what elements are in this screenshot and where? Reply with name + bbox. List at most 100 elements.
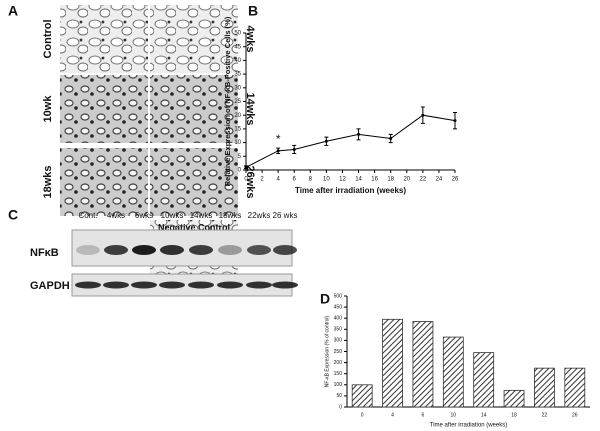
y-tick-label: 40: [234, 58, 241, 64]
point: [357, 132, 361, 136]
band: [217, 281, 243, 289]
micrograph: [150, 75, 238, 143]
x-tick-label: 16: [371, 177, 378, 183]
x-tick-label: 12: [339, 177, 346, 183]
x-tick-label: 8: [309, 177, 313, 183]
x-axis-label: Time after irradiation (weeks): [430, 423, 507, 429]
annotation: *: [276, 132, 281, 146]
point: [292, 147, 296, 151]
point: [276, 149, 280, 153]
x-tick-label: 2: [260, 177, 264, 183]
y-tick-label: 25: [234, 99, 241, 105]
x-tick-label: 18: [511, 412, 517, 418]
micrograph: [60, 148, 148, 216]
x-tick-label: 10: [323, 177, 330, 183]
x-axis-label: Time after irradiation (weeks): [295, 186, 406, 195]
x-tick-label: 26: [452, 177, 459, 183]
band: [218, 245, 242, 255]
line: [245, 114, 456, 168]
point: [244, 165, 248, 169]
y-tick-label: 200: [334, 360, 343, 366]
x-tick-label: 14: [481, 412, 487, 418]
y-tick-label: 300: [334, 338, 343, 344]
band: [246, 281, 272, 289]
x-tick-label: 6: [293, 177, 297, 183]
y-tick-label: 100: [334, 382, 343, 388]
band: [272, 281, 298, 289]
band: [103, 281, 129, 289]
y-tick-label: 15: [234, 126, 241, 132]
x-tick-label: 20: [403, 177, 410, 183]
band: [160, 245, 184, 255]
row-label: GAPDH: [30, 280, 70, 292]
bar: [473, 352, 495, 408]
y-tick-label: 50: [336, 393, 342, 399]
x-tick-label: 0: [244, 177, 248, 183]
panel-label: B: [248, 3, 258, 19]
lane-label: 26 wks: [273, 211, 298, 220]
bar: [564, 367, 586, 408]
band: [273, 245, 297, 255]
x-tick-label: 24: [436, 177, 443, 183]
y-tick-label: 10: [234, 140, 241, 146]
image-label: 14wks: [244, 92, 256, 125]
y-axis-label: NF-κB Expression (% of control): [324, 315, 330, 387]
y-tick-label: 250: [334, 349, 343, 355]
y-tick-label: 450: [334, 304, 343, 310]
image-label: 4wks: [244, 26, 256, 53]
band: [132, 245, 156, 255]
y-tick-label: 400: [334, 316, 343, 322]
bar: [382, 318, 403, 408]
band: [189, 245, 213, 255]
y-tick-label: 20: [234, 113, 241, 119]
x-tick-label: 26: [572, 412, 578, 418]
band: [75, 281, 101, 289]
band: [131, 281, 157, 289]
micrograph: [60, 75, 148, 143]
x-tick-label: 0: [361, 412, 364, 418]
point: [421, 113, 425, 117]
micrograph: [150, 5, 238, 73]
y-tick-label: 500: [334, 293, 343, 299]
row-label: NFκB: [30, 247, 59, 259]
image-label: 18wks: [42, 165, 54, 198]
band: [76, 245, 100, 255]
x-tick-label: 10: [451, 412, 457, 418]
image-label: 10wk: [42, 95, 54, 123]
y-tick-label: 5: [238, 154, 242, 160]
bar: [534, 367, 555, 408]
x-tick-label: 4: [276, 177, 280, 183]
point: [453, 119, 457, 123]
band: [159, 281, 185, 289]
lane-label: Cont.: [78, 211, 97, 220]
y-tick-label: 0: [238, 168, 242, 174]
y-tick-label: 45: [234, 44, 241, 50]
x-tick-label: 14: [355, 177, 362, 183]
y-tick-label: 150: [334, 371, 343, 377]
band: [188, 281, 214, 289]
x-tick-label: 22: [420, 177, 427, 183]
panel-label: D: [320, 291, 330, 307]
band: [247, 245, 271, 255]
lane-label: 22wks: [248, 211, 271, 220]
lane-label: 4wks: [107, 211, 125, 220]
x-tick-label: 18: [387, 177, 394, 183]
lane-label: 18wks: [219, 211, 242, 220]
point: [324, 139, 328, 143]
bar: [442, 336, 464, 408]
y-tick-label: 50: [234, 31, 241, 37]
bar: [503, 389, 525, 408]
x-tick-label: 4: [391, 412, 394, 418]
y-tick-label: 0: [339, 404, 342, 410]
micrograph: [60, 5, 148, 73]
bar: [351, 384, 373, 408]
image-label: Control: [42, 19, 54, 58]
bar: [412, 321, 434, 408]
panel-label: C: [8, 207, 18, 223]
y-tick-label: 30: [234, 85, 241, 91]
image-label: Negative Control: [158, 222, 230, 232]
point: [389, 136, 393, 140]
y-tick-label: 35: [234, 72, 241, 78]
lane-label: 14wks: [190, 211, 213, 220]
